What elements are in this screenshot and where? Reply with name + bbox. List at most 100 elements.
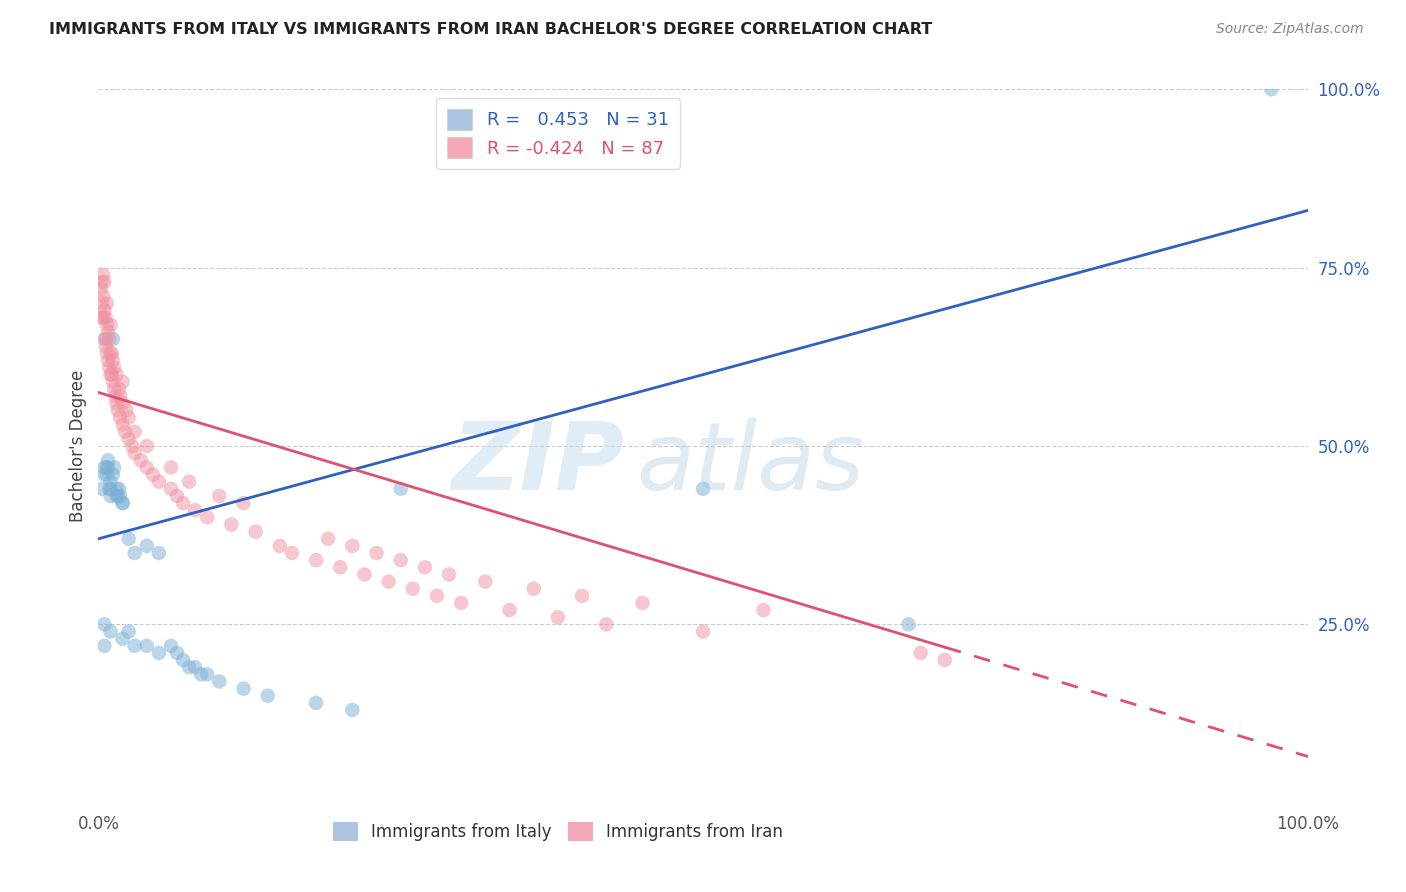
Point	[107, 489, 129, 503]
Point	[208, 674, 231, 689]
Point	[101, 353, 124, 368]
Point	[256, 689, 278, 703]
Point	[100, 368, 122, 382]
Point	[97, 353, 120, 368]
Point	[91, 296, 114, 310]
Point	[97, 325, 120, 339]
Text: Source: ZipAtlas.com: Source: ZipAtlas.com	[1216, 22, 1364, 37]
Point	[90, 282, 112, 296]
Point	[316, 532, 339, 546]
Point	[111, 496, 134, 510]
Point	[111, 396, 134, 410]
Point	[413, 560, 436, 574]
Point	[135, 460, 157, 475]
Point	[93, 275, 115, 289]
Point	[450, 596, 472, 610]
Point	[366, 546, 388, 560]
Point	[232, 681, 254, 696]
Point	[93, 332, 115, 346]
Point	[98, 360, 121, 375]
Point	[90, 310, 112, 325]
Point	[221, 517, 243, 532]
Point	[474, 574, 496, 589]
Point	[160, 460, 183, 475]
Point	[121, 439, 143, 453]
Point	[160, 482, 183, 496]
Point	[97, 460, 120, 475]
Point	[934, 653, 956, 667]
Point	[571, 589, 593, 603]
Point	[118, 432, 141, 446]
Point	[245, 524, 267, 539]
Point	[523, 582, 546, 596]
Point	[547, 610, 569, 624]
Point	[111, 632, 134, 646]
Point	[166, 489, 188, 503]
Point	[91, 289, 114, 303]
Point	[93, 639, 115, 653]
Point	[148, 475, 170, 489]
Point	[91, 268, 114, 282]
Text: IMMIGRANTS FROM ITALY VS IMMIGRANTS FROM IRAN BACHELOR'S DEGREE CORRELATION CHAR: IMMIGRANTS FROM ITALY VS IMMIGRANTS FROM…	[49, 22, 932, 37]
Point	[124, 446, 146, 460]
Point	[105, 489, 128, 503]
Point	[96, 318, 118, 332]
Point	[94, 339, 117, 353]
Point	[108, 389, 131, 403]
Point	[1260, 82, 1282, 96]
Point	[353, 567, 375, 582]
Point	[100, 624, 122, 639]
Point	[93, 460, 115, 475]
Point	[166, 646, 188, 660]
Point	[97, 453, 120, 467]
Point	[98, 332, 121, 346]
Point	[111, 496, 134, 510]
Point	[124, 425, 146, 439]
Point	[377, 574, 399, 589]
Point	[94, 310, 117, 325]
Point	[100, 368, 122, 382]
Point	[129, 453, 152, 467]
Point	[114, 425, 136, 439]
Point	[108, 382, 131, 396]
Point	[105, 482, 128, 496]
Point	[269, 539, 291, 553]
Point	[389, 553, 412, 567]
Point	[124, 639, 146, 653]
Point	[897, 617, 920, 632]
Y-axis label: Bachelor's Degree: Bachelor's Degree	[69, 370, 87, 522]
Point	[148, 646, 170, 660]
Point	[100, 489, 122, 503]
Point	[184, 660, 207, 674]
Point	[94, 332, 117, 346]
Point	[195, 667, 218, 681]
Point	[342, 539, 364, 553]
Point	[190, 667, 212, 681]
Point	[108, 482, 131, 496]
Point	[148, 546, 170, 560]
Point	[305, 696, 328, 710]
Point	[437, 567, 460, 582]
Point	[91, 275, 114, 289]
Point	[910, 646, 932, 660]
Point	[135, 539, 157, 553]
Point	[135, 439, 157, 453]
Point	[160, 639, 183, 653]
Point	[426, 589, 449, 603]
Point	[692, 482, 714, 496]
Point	[104, 389, 127, 403]
Point	[208, 489, 231, 503]
Point	[631, 596, 654, 610]
Point	[98, 482, 121, 496]
Point	[172, 653, 194, 667]
Point	[100, 346, 122, 360]
Point	[118, 624, 141, 639]
Point	[91, 310, 114, 325]
Point	[111, 417, 134, 432]
Point	[93, 617, 115, 632]
Point	[101, 332, 124, 346]
Point	[101, 375, 124, 389]
Point	[118, 532, 141, 546]
Point	[93, 303, 115, 318]
Point	[100, 482, 122, 496]
